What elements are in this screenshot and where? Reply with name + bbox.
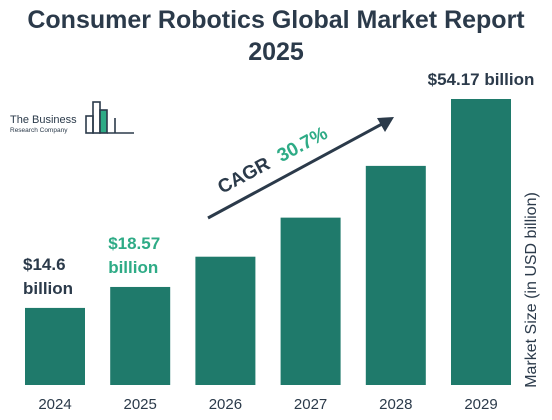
cagr-arrow [207,117,394,220]
x-tick-2026: 2026 [209,396,242,413]
bar-2026 [195,256,256,385]
data-label-2025: $18.57 billion [108,234,160,277]
x-tick-2027: 2027 [294,396,327,413]
bar-2024 [25,307,85,385]
x-tick-2029: 2029 [464,396,497,413]
company-logo: The Business Research Company [10,96,140,140]
bar-2027 [280,217,341,385]
bar-2025 [110,286,171,385]
bar-2029 [451,99,511,385]
logo-text-line-2: Research Company [10,127,68,134]
logo-text-line-1: The Business [10,114,77,126]
cagr-label: CAGR [214,153,273,198]
y-axis-label: Market Size (in USD billion) [523,192,540,388]
chart-title: Consumer Robotics Global Market Report 2… [0,4,552,68]
x-tick-2028: 2028 [379,396,412,413]
logo-bars-icon [85,101,134,134]
data-label-2029: $54.17 billion [428,70,535,89]
data-label-2024: $14.6 billion [23,255,73,298]
x-tick-2024: 2024 [38,396,71,413]
cagr-value: 30.7% [274,123,332,167]
x-tick-2025: 2025 [124,396,157,413]
title-line-2: 2025 [248,38,304,66]
title-line-1: Consumer Robotics Global Market Report [27,6,525,34]
bar-2028 [365,165,426,385]
